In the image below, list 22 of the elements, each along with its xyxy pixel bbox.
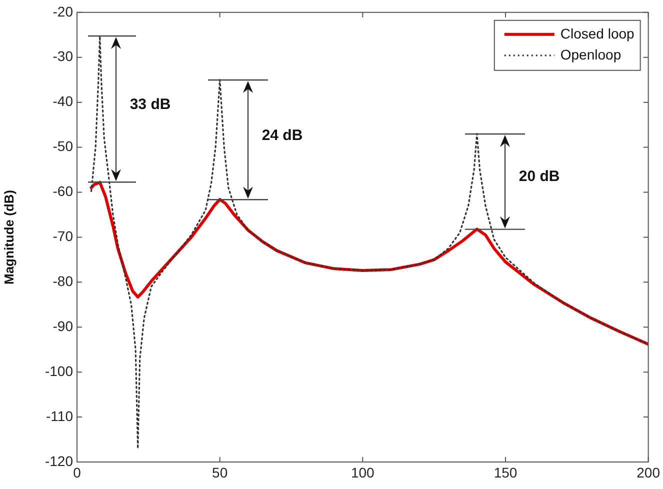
annotation: 24 dB xyxy=(262,126,303,144)
y-tick-label: -40 xyxy=(52,93,74,110)
y-tick-label: -90 xyxy=(52,318,74,334)
x-tick-label: 100 xyxy=(350,464,375,480)
y-tick-label: -20 xyxy=(52,3,74,20)
y-axis-title: Magnitude (dB) xyxy=(1,190,16,284)
legend-label: Openloop xyxy=(560,46,622,62)
x-tick-label: 50 xyxy=(212,464,228,480)
y-tick-label: -70 xyxy=(52,228,74,244)
y-tick-label: -60 xyxy=(52,183,74,200)
y-tick-label: -80 xyxy=(52,273,74,290)
y-tick-label: -120 xyxy=(44,452,74,469)
y-tick-label: -110 xyxy=(46,408,74,424)
y-tick-label: -50 xyxy=(52,138,74,154)
y-tick-label: -100 xyxy=(44,362,74,379)
legend-label: Closed loop xyxy=(560,25,635,42)
x-tick-label: 150 xyxy=(494,464,518,480)
annotation: 33 dB xyxy=(130,96,171,114)
x-tick-label: 0 xyxy=(73,464,82,480)
x-tick-label: 200 xyxy=(636,464,660,480)
y-tick-label: -30 xyxy=(52,48,74,64)
annotation: 20 dB xyxy=(518,168,560,186)
